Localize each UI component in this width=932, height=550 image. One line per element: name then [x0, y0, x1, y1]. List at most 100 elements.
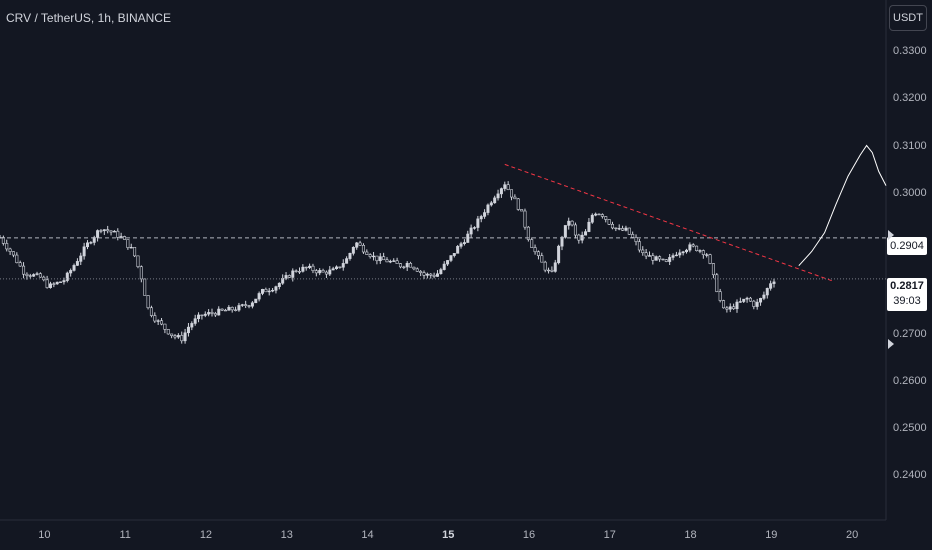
candle-body: [55, 281, 59, 285]
candle-body: [479, 216, 483, 220]
candle-body: [365, 251, 369, 255]
time-tick-label: 10: [38, 529, 51, 541]
candle-body: [193, 318, 197, 324]
candle-body: [89, 242, 93, 244]
candle-body: [207, 312, 211, 315]
candle-body: [711, 263, 715, 276]
candle-body: [557, 245, 561, 264]
candle-body: [570, 220, 574, 226]
price-tick-label: 0.3200: [893, 92, 927, 105]
candle-body: [772, 281, 776, 284]
candle-body: [388, 260, 392, 263]
candle-body: [533, 247, 537, 253]
candle-body: [227, 306, 231, 311]
candle-body: [419, 271, 423, 273]
candle-body: [15, 254, 19, 264]
candle-body: [668, 257, 672, 262]
price-tick-label: 0.2500: [893, 422, 927, 435]
candle-body: [341, 263, 345, 268]
price-tick-label: 0.3100: [893, 139, 927, 152]
descending-trendline[interactable]: [504, 163, 833, 282]
candle-body: [156, 320, 160, 322]
candle-body: [267, 290, 271, 293]
candle-body: [99, 230, 103, 232]
time-tick-label: 13: [280, 529, 293, 541]
symbol-title[interactable]: CRV / TetherUS, 1h, BINANCE: [6, 11, 171, 25]
candle-body: [429, 273, 433, 276]
candle-body: [425, 273, 429, 276]
candle-body: [338, 266, 342, 268]
candle-body: [230, 306, 234, 311]
candle-body: [260, 288, 264, 294]
candle-body: [698, 250, 702, 252]
candle-body: [109, 230, 113, 233]
candle-body: [486, 204, 490, 213]
candle-body: [624, 227, 628, 231]
candle-body: [634, 237, 638, 242]
candle-body: [722, 300, 726, 309]
candle-body: [298, 271, 302, 273]
candle-body: [469, 227, 473, 235]
candle-body: [358, 242, 362, 246]
price-tick-label: 0.2600: [893, 375, 927, 388]
price-tick-label: 0.2700: [893, 327, 927, 340]
candle-body: [685, 249, 689, 253]
candle-body: [254, 298, 258, 304]
candle-body: [220, 308, 224, 311]
candle-body: [759, 298, 763, 303]
candle-body: [631, 234, 635, 238]
candle-body: [244, 304, 248, 306]
candle-body: [160, 320, 164, 325]
candle-body: [133, 246, 137, 257]
candle-body: [143, 278, 147, 296]
candle-body: [153, 315, 157, 322]
candle-body: [385, 259, 389, 263]
candle-body: [415, 268, 419, 272]
alert-marker-icon: [888, 339, 894, 349]
candle-body: [324, 271, 328, 275]
candle-body: [526, 226, 530, 240]
last-price-value: 0.2817: [890, 280, 924, 292]
candle-body: [294, 270, 298, 272]
candle-body: [395, 260, 399, 264]
candle-body: [742, 298, 746, 302]
candle-body: [755, 301, 759, 307]
last-price-tag: 0.2817 39:03: [887, 278, 927, 311]
candle-body: [149, 307, 153, 316]
candle-body: [398, 263, 402, 268]
candle-body: [439, 269, 443, 275]
currency-button[interactable]: USDT: [889, 5, 927, 31]
candle-body: [442, 263, 446, 270]
time-tick-label: 14: [361, 529, 374, 541]
candle-body: [540, 255, 544, 263]
candle-body: [123, 236, 127, 240]
candle-body: [247, 305, 251, 307]
candle-body: [5, 243, 9, 250]
time-tick-label: 20: [845, 529, 859, 541]
candle-body: [234, 309, 238, 311]
candle-body: [25, 273, 29, 276]
time-tick-label: 17: [603, 529, 616, 541]
candle-body: [18, 262, 22, 267]
candle-body: [499, 188, 503, 195]
price-tick-label: 0.3300: [893, 45, 927, 58]
candle-body: [567, 220, 571, 226]
candle-body: [203, 313, 207, 316]
candle-body: [240, 304, 244, 306]
candle-body: [28, 275, 32, 277]
candle-body: [382, 256, 386, 261]
time-tick-label: 19: [765, 529, 778, 541]
projection-path[interactable]: [798, 144, 887, 267]
candle-body: [348, 253, 352, 259]
candle-body: [35, 273, 39, 275]
candle-body: [587, 221, 591, 232]
candle-body: [72, 265, 76, 271]
candle-body: [530, 239, 534, 248]
candle-body: [520, 209, 524, 212]
candlestick-series: [0, 181, 776, 344]
candle-body: [126, 239, 130, 248]
candle-body: [644, 252, 648, 257]
candle-body: [355, 242, 359, 248]
bar-countdown: 39:03: [893, 295, 921, 307]
